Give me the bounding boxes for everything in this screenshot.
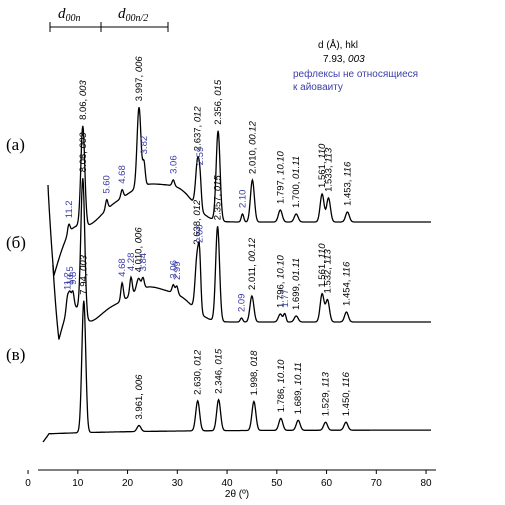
peak-label: 4.28 <box>126 253 137 272</box>
x-tick-label: 40 <box>221 478 233 489</box>
x-tick-label: 10 <box>72 478 84 489</box>
legend: d (Å), hkl 7.93, 003 рефлексы не относящ… <box>293 38 418 93</box>
trace-3 <box>42 300 431 443</box>
peak-label: 3.997, 006 <box>134 56 145 102</box>
peak-label: 8.06, 003 <box>78 132 89 172</box>
peak-label: 9.8 <box>68 272 79 285</box>
peak-label: 2.010, 00.12 <box>247 120 258 174</box>
peak-label: 1.450, 116 <box>341 371 352 416</box>
peak-label: 1.786, 10.10 <box>276 359 287 413</box>
diffraction-traces <box>42 107 431 443</box>
peak-label: 1.796, 10.10 <box>275 254 286 308</box>
peak-label: 1.532, 113 <box>322 249 333 294</box>
peak-label: 2.99 <box>172 261 183 280</box>
peak-label: 2.630, 012 <box>193 349 204 395</box>
panel-label-c: (в) <box>6 345 25 364</box>
peak-label: 7.94, 003 <box>79 254 90 294</box>
peak-label: 2.60 <box>195 225 206 244</box>
d00n2-label: d00n/2 <box>118 6 148 24</box>
peak-label: 11.2 <box>62 272 73 290</box>
x-tick-label: 50 <box>271 478 283 489</box>
peak-label: 4.68 <box>117 258 128 277</box>
legend-header: d (Å), hkl <box>318 38 358 51</box>
x-axis-ticks: 0 10 20 30 40 50 60 70 80 <box>25 470 432 489</box>
x-tick-label: 70 <box>371 478 383 489</box>
peak-label: 3.961, 006 <box>134 374 145 420</box>
peak-label: 2.638, 012 <box>192 199 203 245</box>
peak-label: 1.700, 01.11 <box>291 156 302 208</box>
d-spacing-brackets: d00n d00n/2 <box>49 6 169 32</box>
panel-label-a: (а) <box>6 135 25 154</box>
peak-label: 1.797, 10.10 <box>275 150 286 204</box>
peak-label: 2.59 <box>195 147 206 166</box>
legend-note-line2: к айоваиту <box>293 82 343 93</box>
peak-label: 3.06 <box>168 260 179 279</box>
x-tick-label: 60 <box>321 478 333 489</box>
d00n-label: d00n <box>58 6 81 24</box>
peak-label: 1.529, 113 <box>321 371 332 416</box>
legend-note-line1: рефлексы не относящиеся <box>293 68 418 80</box>
legend-example: 7.93, 003 <box>323 54 365 65</box>
peak-label: 1.561, 110 <box>317 143 328 188</box>
peak-label: 4.68 <box>117 165 128 184</box>
peak-label: 1.689, 10.11 <box>293 362 304 414</box>
peak-label: 1.998, 018 <box>249 350 260 396</box>
trace-2 <box>52 178 431 340</box>
peak-label: 10.5 <box>65 266 76 285</box>
peak-label: 8.06, 003 <box>78 80 89 120</box>
peak-label: 2.356, 015 <box>213 79 224 125</box>
peak-label: 2.637, 012 <box>193 106 204 152</box>
peak-label: 1.77 <box>280 289 291 308</box>
peak-label: 1.454, 116 <box>341 261 352 306</box>
peak-label: 1.561, 110 <box>317 243 328 288</box>
peak-label: 3.06 <box>168 155 179 174</box>
x-tick-label: 30 <box>172 478 184 489</box>
peak-label: 1.533, 113 <box>323 147 334 192</box>
peak-label: 1.453, 116 <box>342 161 353 206</box>
peak-label: 2.09 <box>237 294 248 313</box>
peak-label: 5.60 <box>102 175 113 194</box>
x-tick-label: 80 <box>420 478 432 489</box>
x-tick-label: 20 <box>122 478 134 489</box>
peak-label: 2.011, 00.12 <box>247 237 258 290</box>
x-tick-label: 0 <box>25 478 31 489</box>
peak-label: 1.699, 01.11 <box>291 258 302 310</box>
x-axis-title: 2θ (º) <box>225 489 249 500</box>
peak-label: 3.82 <box>139 136 150 155</box>
panel-label-b: (б) <box>6 233 26 252</box>
peak-label: 11.2 <box>64 200 75 218</box>
peak-label: 2.357, 015 <box>213 175 224 221</box>
peak-label: 2.10 <box>238 190 249 209</box>
peak-label: 2.346, 015 <box>214 348 225 394</box>
trace-1 <box>47 107 431 276</box>
peak-label: 3.84 <box>138 253 149 272</box>
peak-label: 4.010, 006 <box>133 227 144 273</box>
